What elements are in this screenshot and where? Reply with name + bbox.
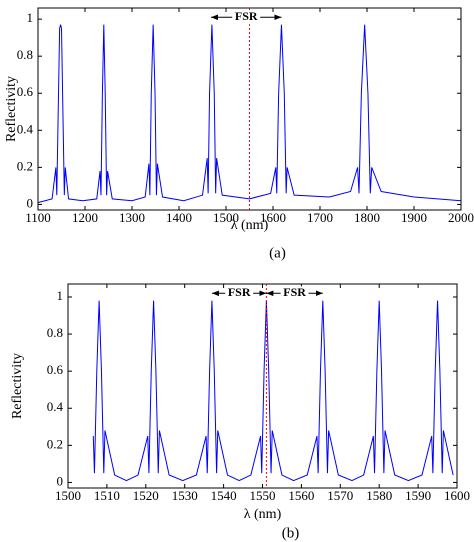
x-tick-label: 1800 <box>354 210 380 225</box>
x-tick-label: 1590 <box>405 488 431 503</box>
x-tick-label: 1550 <box>250 488 276 503</box>
x-tick-label: 1530 <box>172 488 198 503</box>
y-tick-label: 0.4 <box>17 121 34 136</box>
x-tick-label: 1510 <box>94 488 120 503</box>
label-background <box>232 10 261 25</box>
x-tick-label: 2000 <box>448 210 474 225</box>
y-axis-label: Reflectivity <box>4 76 19 142</box>
x-tick-label: 1500 <box>213 210 239 225</box>
y-tick-label: 0 <box>27 195 34 210</box>
y-tick-label: 0.2 <box>17 158 33 173</box>
y-tick-label: 0 <box>57 473 64 488</box>
y-tick-label: 0.4 <box>47 399 64 414</box>
x-tick-label: 1540 <box>211 488 237 503</box>
subplot: 1100 1200 1300 1400 1500 1600 1700 1800 1900 2000… <box>4 7 474 261</box>
x-tick-label: 1700 <box>307 210 333 225</box>
y-tick-label: 0.2 <box>47 436 63 451</box>
subplot: 1500 1510 1520 1530 1540 1550 1560 1570 1580 1590… <box>10 283 470 541</box>
x-tick-label: 1500 <box>55 488 81 503</box>
caption: (a) <box>269 245 286 261</box>
x-tick-label: 1600 <box>260 210 286 225</box>
x-axis-label: λ (nm) <box>244 507 282 522</box>
x-tick-label: 1600 <box>444 488 470 503</box>
y-tick-label: 0.8 <box>17 47 33 62</box>
x-tick-label: 1200 <box>72 210 98 225</box>
label-background <box>225 286 254 301</box>
spectrum-line <box>92 300 454 482</box>
annotation: FSR <box>235 9 258 23</box>
x-tick-label: 1400 <box>166 210 192 225</box>
y-tick-label: 0.6 <box>17 84 34 99</box>
label-background <box>280 286 309 301</box>
annotation: FSR <box>283 285 306 299</box>
y-axis-label: Reflectivity <box>10 353 25 419</box>
x-tick-label: 1520 <box>133 488 159 503</box>
x-tick-label: 1560 <box>288 488 314 503</box>
x-tick-label: 1580 <box>366 488 392 503</box>
x-tick-label: 1570 <box>327 488 353 503</box>
x-axis-label: λ (nm) <box>231 218 269 233</box>
x-tick-label: 1300 <box>119 210 145 225</box>
annotation: FSR <box>228 285 251 299</box>
caption: (b) <box>282 525 300 541</box>
y-tick-label: 1 <box>27 10 34 25</box>
y-tick-label: 1 <box>57 288 64 303</box>
x-tick-label: 1900 <box>401 210 427 225</box>
y-tick-label: 0.8 <box>47 325 63 340</box>
spectrum-line <box>37 24 462 204</box>
y-tick-label: 0.6 <box>47 362 64 377</box>
x-tick-label: 1100 <box>25 210 51 225</box>
